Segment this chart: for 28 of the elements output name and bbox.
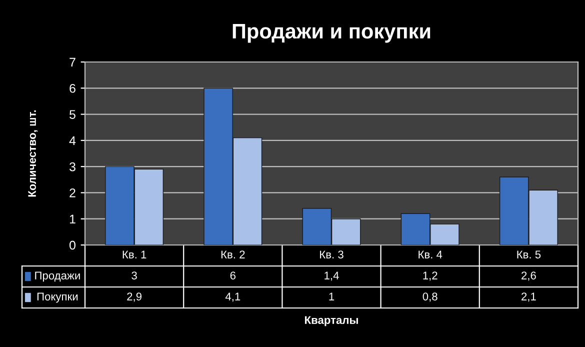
y-tick-label: 6 — [70, 84, 76, 93]
y-tick-label: 5 — [70, 110, 76, 119]
y-tick-label: 7 — [70, 58, 76, 67]
data-label: 2,1 — [522, 292, 536, 302]
y-tick-label: 0 — [70, 240, 76, 250]
data-label: 2,9 — [127, 292, 142, 302]
y-axis-title: Количество, шт. — [28, 110, 38, 197]
data-label: 1,4 — [324, 272, 339, 281]
x-tick-label: Кв. 2 — [221, 250, 245, 258]
x-tick-label: Кв. 4 — [418, 250, 442, 258]
chart-title: Продажи и покупки — [232, 24, 430, 43]
y-tick-label: 4 — [69, 136, 76, 145]
y-tick-label: 1 — [70, 214, 76, 224]
data-label: 1,2 — [423, 272, 438, 281]
x-tick-label: Кв. 3 — [320, 250, 344, 258]
text: Кварталы — [305, 316, 358, 326]
data-label: 3 — [132, 272, 137, 280]
data-label: 0,8 — [422, 292, 438, 302]
legend-label: Продажи — [35, 272, 80, 282]
data-label: 6 — [230, 272, 236, 280]
legend-label: Покупки — [37, 292, 78, 303]
data-label: 2,6 — [522, 272, 536, 281]
y-tick-label: 3 — [70, 162, 76, 172]
x-tick-label: Кв. 1 — [122, 250, 146, 258]
data-label: 1 — [329, 292, 334, 300]
y-tick-label: 2 — [70, 188, 76, 198]
data-label: 4,1 — [225, 292, 240, 302]
x-tick-label: Кв. 5 — [517, 250, 541, 258]
